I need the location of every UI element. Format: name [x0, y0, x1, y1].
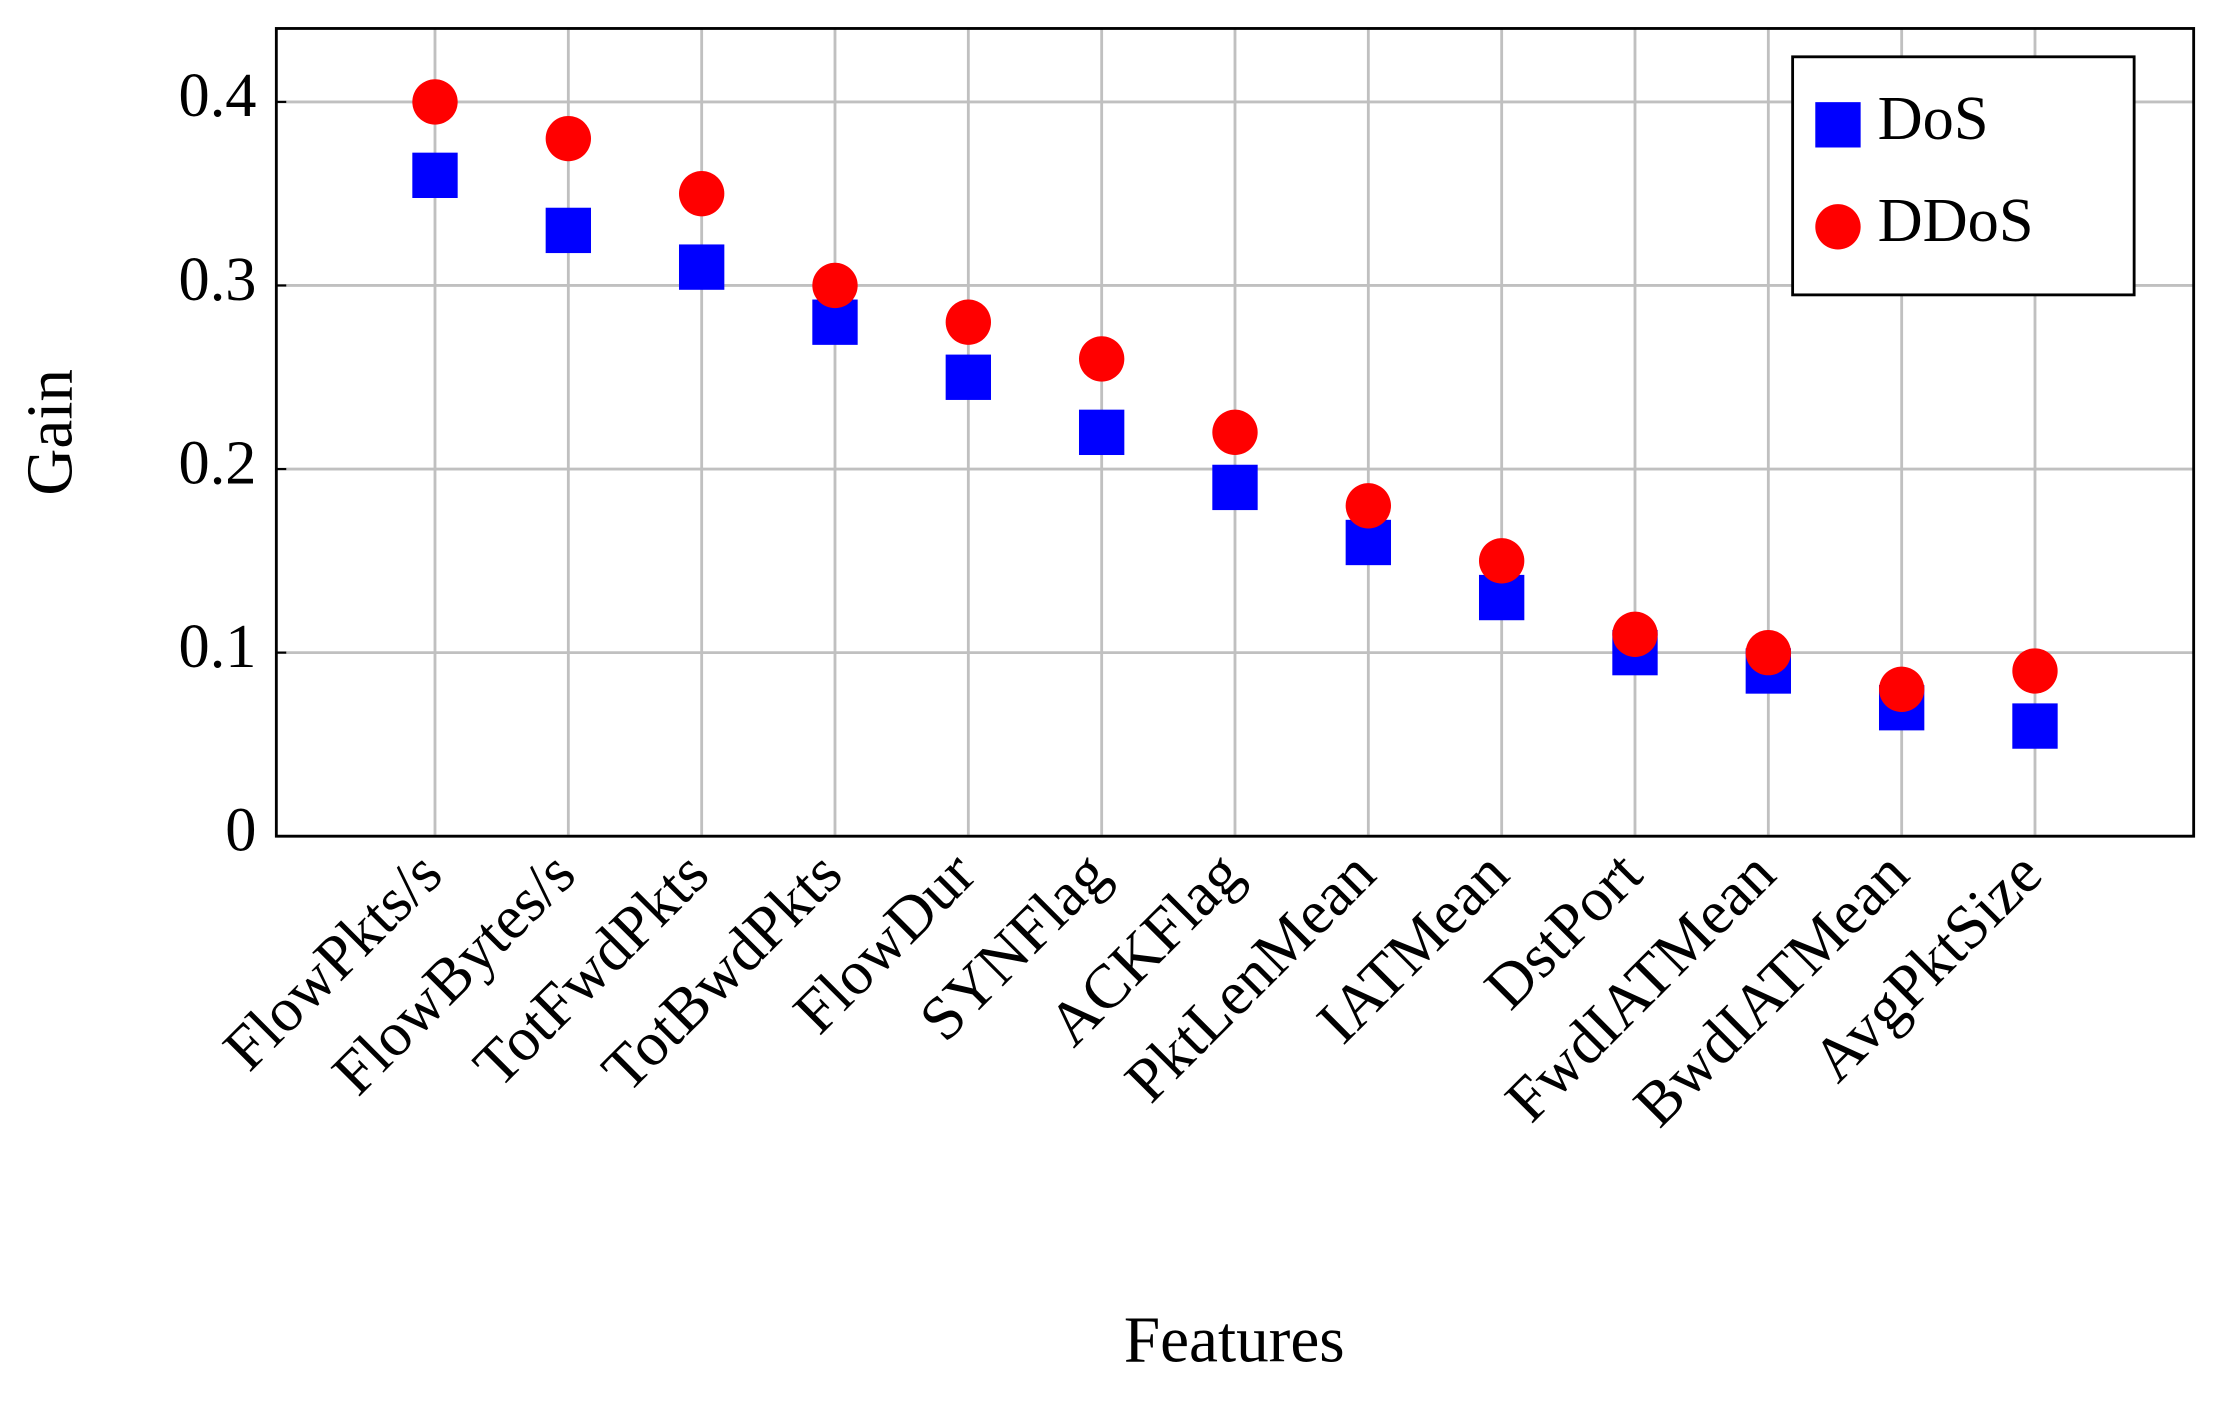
marker [1212, 464, 1258, 511]
marker [1345, 483, 1392, 529]
y-tick-label: 0 [225, 796, 256, 865]
marker [2012, 648, 2058, 694]
marker [678, 171, 725, 217]
marker [678, 244, 725, 290]
marker [945, 354, 992, 400]
marker [1745, 629, 1792, 676]
marker [412, 152, 458, 198]
legend-marker [1815, 204, 1861, 250]
marker [1212, 409, 1258, 456]
marker [1478, 538, 1525, 584]
y-tick-label: 0.2 [179, 428, 257, 497]
y-axis-label: Gain [15, 369, 87, 496]
marker [1612, 611, 1658, 657]
marker [1078, 336, 1125, 382]
y-tick-label: 0.4 [179, 61, 257, 130]
legend: DoS DDoS [1791, 55, 2136, 297]
legend-label: DoS [1878, 84, 1989, 153]
marker [812, 262, 858, 309]
legend-box [1791, 55, 2136, 297]
legend-label: DDoS [1878, 186, 2034, 255]
marker [412, 79, 458, 125]
marker [2012, 703, 2058, 749]
legend-marker [1815, 102, 1861, 148]
x-axis-label: Features [1124, 1304, 1345, 1376]
marker [1878, 666, 1925, 713]
y-tick-label: 0.3 [179, 245, 257, 314]
plot-frame [274, 27, 2196, 838]
marker [1078, 409, 1125, 456]
marker [545, 115, 592, 162]
marker [945, 299, 992, 345]
marker [545, 207, 592, 254]
y-tick-label: 0.1 [179, 612, 257, 681]
